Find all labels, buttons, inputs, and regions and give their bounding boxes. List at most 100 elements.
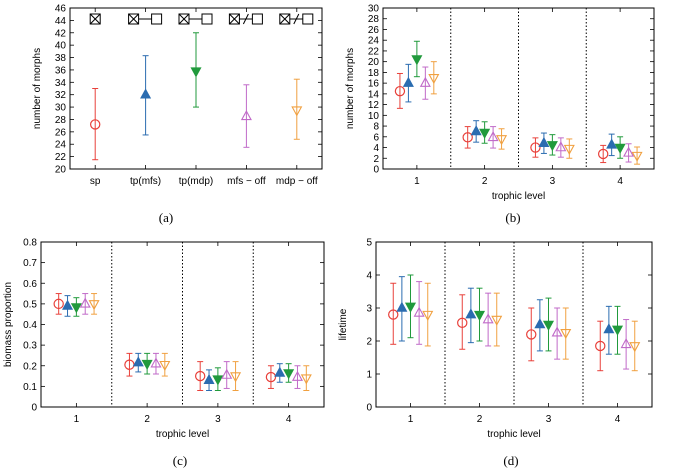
data-point xyxy=(240,110,252,121)
y-tick-label: 3 xyxy=(366,304,372,315)
y-tick-label: 30 xyxy=(368,4,380,15)
y-tick-label: 24 xyxy=(368,36,380,47)
data-point xyxy=(404,302,417,313)
y-tick-label: 6 xyxy=(373,132,379,143)
treatment-icon-cross-b xyxy=(128,13,139,25)
treatment-icon-box-empty xyxy=(302,13,314,25)
y-tick-label: 36 xyxy=(55,65,67,76)
y-tick-label: 46 xyxy=(55,4,67,15)
y-tick-label: 4 xyxy=(373,143,379,154)
data-point xyxy=(538,136,550,148)
data-point xyxy=(291,106,303,117)
y-tick-label: 0.4 xyxy=(23,320,37,331)
data-point xyxy=(140,88,152,99)
y-tick-label: 12 xyxy=(368,100,380,111)
chart-panel-d: 0 1 2 3 4 5 1 2 3 4 lifetime trophic level (d) xyxy=(338,238,653,468)
data-point xyxy=(53,298,64,310)
y-tick-label: 24 xyxy=(55,140,67,151)
x-tick-label: 3 xyxy=(546,414,552,425)
y-tick-label: 0.3 xyxy=(23,341,37,352)
data-point xyxy=(546,141,558,152)
y-tick-label: 0.5 xyxy=(23,299,37,310)
series-2 xyxy=(411,40,626,159)
data-point xyxy=(487,130,499,142)
y-tick-label: 30 xyxy=(55,103,67,114)
data-point xyxy=(190,67,202,78)
data-point xyxy=(388,309,399,320)
data-point xyxy=(457,317,468,329)
treatment-icon-cross-b xyxy=(89,13,101,25)
x-tick-label: tp(mdp) xyxy=(179,176,213,187)
data-point xyxy=(563,144,575,155)
data-point xyxy=(465,308,477,319)
y-tick-label: 20 xyxy=(368,57,380,68)
panel-caption: (d) xyxy=(503,453,518,468)
series-1 xyxy=(62,295,286,391)
data-point xyxy=(419,76,431,87)
data-point xyxy=(597,148,609,160)
data-point xyxy=(411,55,423,66)
y-tick-label: 26 xyxy=(368,25,380,36)
data-point xyxy=(79,297,91,308)
y-tick-label: 20 xyxy=(55,165,67,176)
x-axis-label: trophic level xyxy=(487,429,540,440)
data-point xyxy=(631,151,643,162)
data-point xyxy=(62,299,74,310)
y-tick-label: 22 xyxy=(55,152,67,163)
y-tick-label: 42 xyxy=(55,28,67,39)
data-point xyxy=(606,138,618,149)
series-2 xyxy=(70,297,295,391)
data-point xyxy=(203,373,215,384)
x-tick-label: 2 xyxy=(144,414,150,425)
series-2 xyxy=(190,32,202,108)
data-point xyxy=(212,375,224,386)
y-tick-label: 5 xyxy=(366,238,372,249)
y-tick-label: 32 xyxy=(55,90,67,101)
series-0 xyxy=(89,88,101,161)
y-tick-label: 0.6 xyxy=(23,279,37,290)
x-axis-label: trophic level xyxy=(156,429,209,440)
x-tick-label: mfs − off xyxy=(227,176,266,187)
treatment-icon-cross-b xyxy=(178,13,190,25)
y-tick-label: 28 xyxy=(55,115,67,126)
series-3 xyxy=(419,66,635,163)
y-tick-label: 0.8 xyxy=(23,238,37,249)
data-point xyxy=(132,356,144,367)
treatment-mdp-off-icon xyxy=(279,13,314,25)
y-axis-label: number of morphs xyxy=(345,48,356,129)
y-axis-label: lifetime xyxy=(338,308,349,340)
treatment-icon-cross-b xyxy=(229,13,240,25)
treatment-tp-mdp-icon xyxy=(178,13,213,25)
series-3 xyxy=(240,84,252,148)
y-tick-label: 14 xyxy=(368,89,380,100)
data-point xyxy=(194,370,206,382)
series-1 xyxy=(140,55,152,136)
treatment-icon-link-break xyxy=(293,13,300,25)
panel-caption: (c) xyxy=(173,453,187,468)
y-axis-label: biomass proportion xyxy=(3,282,14,367)
x-tick-label: 2 xyxy=(477,414,483,425)
series-0 xyxy=(388,282,606,372)
data-point xyxy=(221,368,233,379)
chart-panel-c: 0 0.1 0.2 0.3 0.4 0.5 0.6 0.7 0.8 1 2 3 4 biomass pro… xyxy=(3,238,325,468)
data-point xyxy=(555,141,567,152)
y-tick-label: 4 xyxy=(366,271,372,282)
series-3 xyxy=(413,281,632,370)
x-tick-label: 2 xyxy=(482,176,488,187)
y-tick-label: 0.7 xyxy=(23,258,37,269)
treatment-sp-icon xyxy=(89,13,101,25)
x-tick-label: tp(mfs) xyxy=(130,176,161,187)
x-tick-label: 1 xyxy=(414,176,420,187)
data-point xyxy=(230,372,242,383)
panel-caption: (b) xyxy=(505,210,520,225)
data-point xyxy=(422,310,434,321)
series-2 xyxy=(404,274,624,355)
x-tick-label: 3 xyxy=(215,414,221,425)
data-point xyxy=(402,76,414,87)
x-tick-label: 1 xyxy=(74,414,80,425)
series-4 xyxy=(88,293,312,391)
data-point xyxy=(265,371,277,383)
data-point xyxy=(611,325,624,336)
y-tick-label: 0 xyxy=(366,403,372,414)
series-4 xyxy=(422,282,641,372)
